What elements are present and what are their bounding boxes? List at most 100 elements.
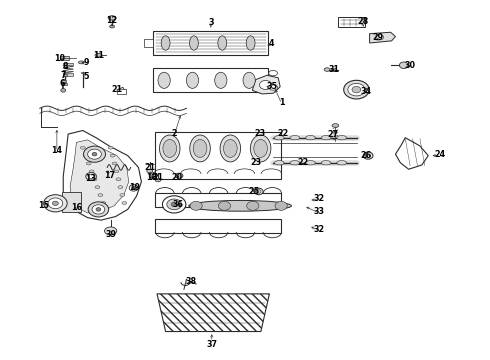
Text: 10: 10 [54,54,65,63]
Ellipse shape [275,201,287,210]
Ellipse shape [110,154,115,157]
Text: 28: 28 [358,17,369,26]
Ellipse shape [290,161,300,165]
Ellipse shape [274,161,284,165]
Ellipse shape [256,190,261,193]
Bar [81,72,85,73]
Ellipse shape [269,71,277,76]
Ellipse shape [269,85,277,90]
Text: 8: 8 [63,62,69,71]
Ellipse shape [343,80,369,99]
Ellipse shape [149,173,157,179]
Ellipse shape [215,72,227,88]
Ellipse shape [78,61,84,64]
Bar [62,192,81,212]
Ellipse shape [118,186,123,189]
Ellipse shape [190,201,202,210]
Ellipse shape [147,169,153,173]
Bar [338,17,365,27]
Ellipse shape [306,161,316,165]
Ellipse shape [246,36,255,50]
Bar [155,219,281,233]
Text: 9: 9 [83,58,89,67]
Text: 5: 5 [83,72,89,81]
Bar [61,80,66,82]
Ellipse shape [122,202,127,204]
Text: 18: 18 [147,173,158,182]
Ellipse shape [254,188,263,195]
Polygon shape [157,294,270,332]
Ellipse shape [254,139,268,157]
Bar [63,73,74,76]
Ellipse shape [108,146,113,149]
Ellipse shape [114,170,119,173]
Bar [60,56,69,60]
Ellipse shape [112,162,117,165]
Text: 7: 7 [60,71,66,80]
Ellipse shape [337,135,346,140]
Ellipse shape [163,139,176,157]
Ellipse shape [337,161,346,165]
Ellipse shape [110,25,115,28]
Ellipse shape [83,154,88,157]
Ellipse shape [220,135,241,162]
Polygon shape [369,32,395,43]
Ellipse shape [161,36,170,50]
Text: 38: 38 [186,276,197,285]
Text: 21: 21 [144,163,155,172]
Text: 27: 27 [327,130,339,139]
Ellipse shape [48,198,63,209]
Ellipse shape [259,81,271,89]
Ellipse shape [104,227,117,235]
Ellipse shape [223,139,237,157]
Polygon shape [144,40,153,46]
Text: 36: 36 [172,200,183,209]
Ellipse shape [363,152,373,159]
Text: 13: 13 [86,174,97,183]
Ellipse shape [399,62,408,68]
Bar [153,68,268,93]
Ellipse shape [52,201,58,206]
Text: 4: 4 [269,39,274,48]
Ellipse shape [274,135,284,140]
Text: 2: 2 [172,129,177,138]
Ellipse shape [83,146,105,162]
Ellipse shape [92,205,105,214]
Polygon shape [63,131,142,220]
Ellipse shape [189,201,292,211]
Ellipse shape [108,16,116,20]
Text: 31: 31 [328,65,340,74]
Text: 19: 19 [129,183,141,192]
Ellipse shape [155,178,161,182]
Text: 20: 20 [171,173,182,182]
Ellipse shape [171,202,177,207]
Text: 16: 16 [71,203,82,212]
Bar [63,74,67,76]
Text: 32: 32 [314,194,325,203]
Text: 30: 30 [405,62,416,71]
Text: 14: 14 [51,146,62,155]
Text: 29: 29 [372,33,384,42]
Text: 35: 35 [267,82,277,91]
Ellipse shape [332,124,339,127]
Ellipse shape [162,196,186,213]
Polygon shape [252,75,280,94]
Text: 33: 33 [314,207,325,216]
Ellipse shape [366,154,370,157]
Ellipse shape [159,135,180,162]
Ellipse shape [167,199,181,210]
Ellipse shape [86,162,91,165]
Ellipse shape [352,86,361,93]
Text: 3: 3 [208,18,214,27]
Ellipse shape [348,84,365,96]
Ellipse shape [250,135,271,162]
Ellipse shape [89,170,94,173]
Text: 1: 1 [279,98,284,107]
Ellipse shape [306,135,316,140]
Text: 21: 21 [111,85,122,94]
Ellipse shape [101,202,106,204]
Ellipse shape [218,36,227,50]
Ellipse shape [175,173,183,178]
Text: 26: 26 [361,151,372,160]
Ellipse shape [44,195,67,212]
